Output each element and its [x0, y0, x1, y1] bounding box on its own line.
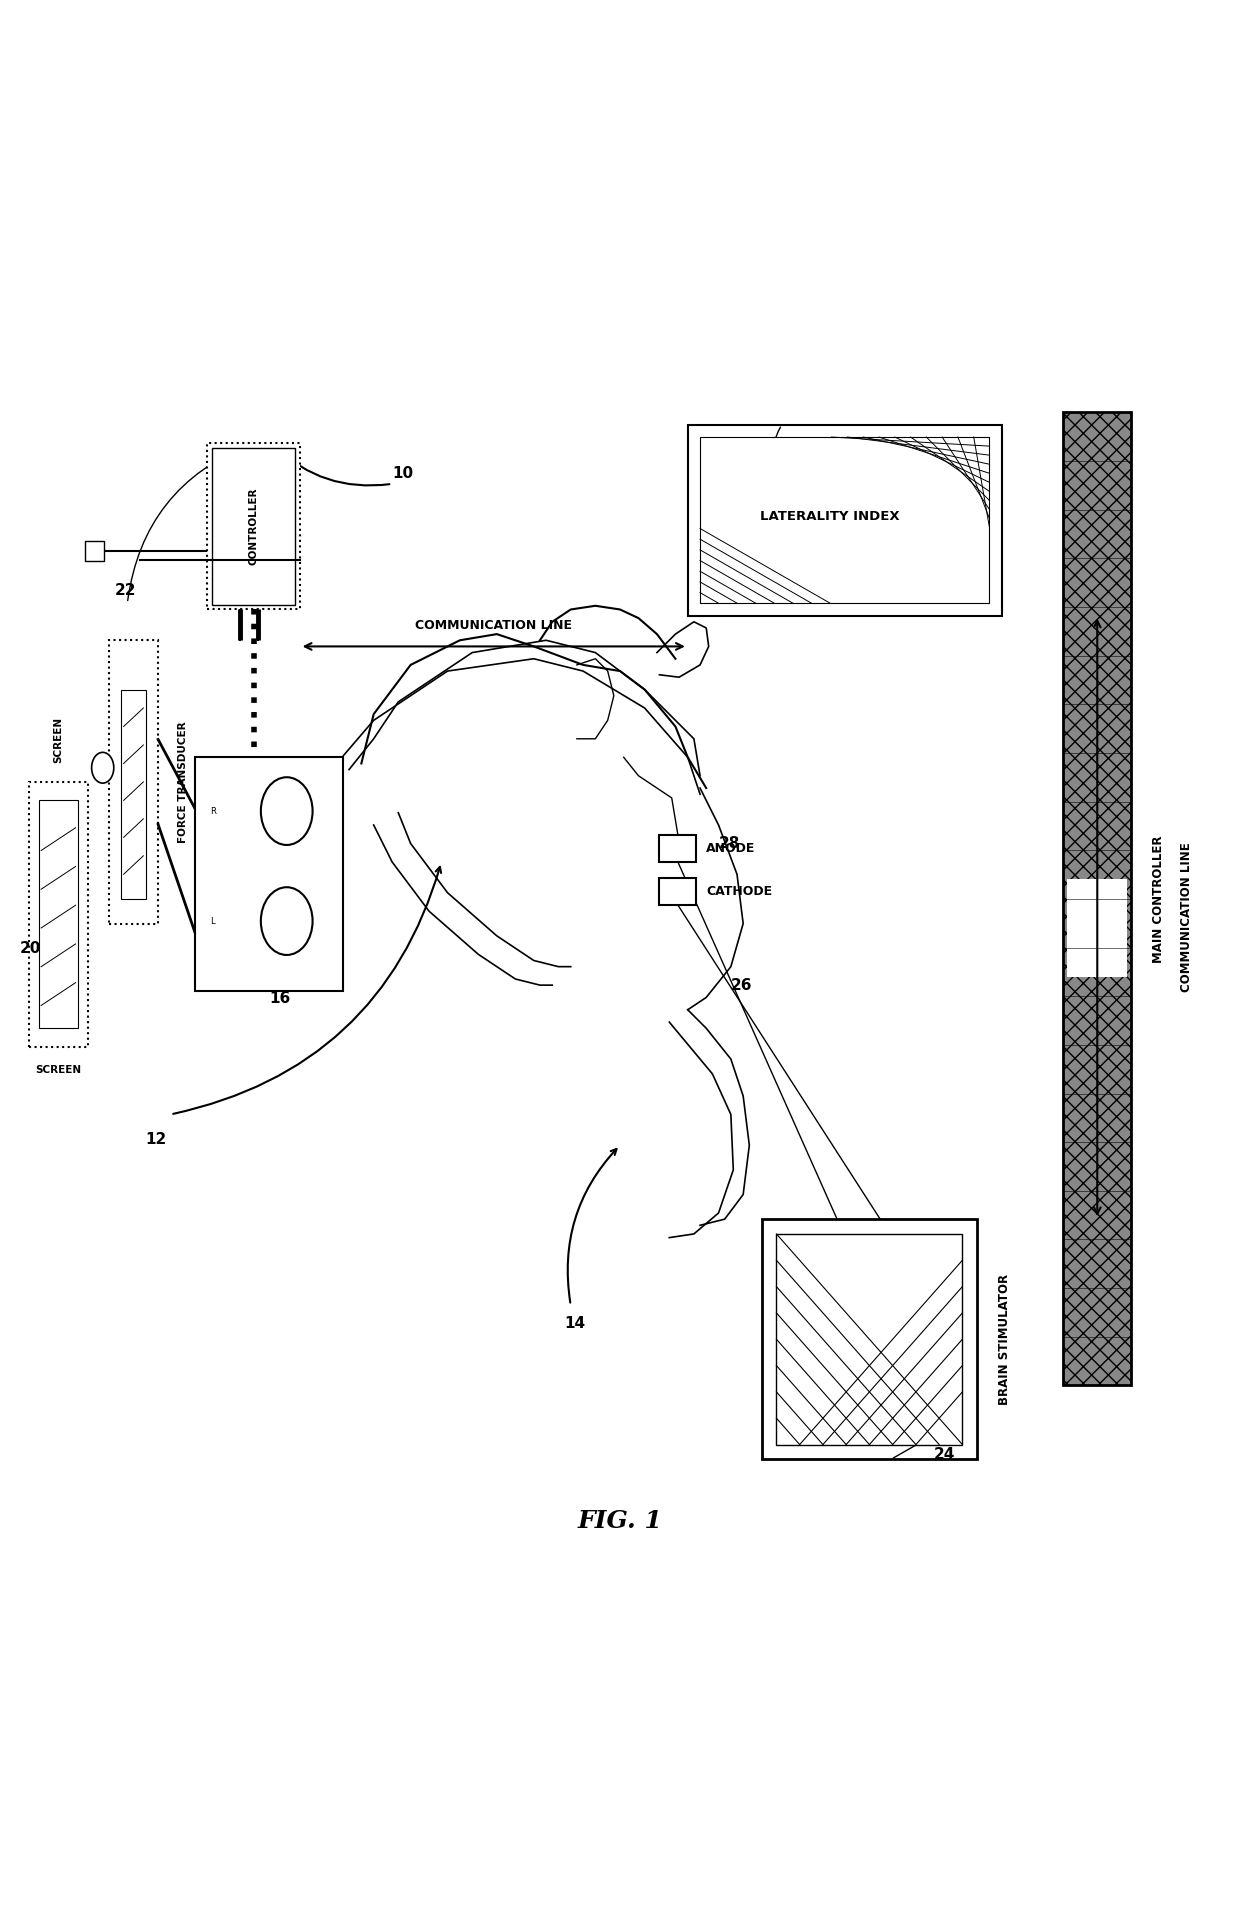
Text: 14: 14 — [564, 1316, 585, 1331]
FancyBboxPatch shape — [660, 836, 697, 863]
Text: LATERALITY INDEX: LATERALITY INDEX — [760, 511, 900, 523]
Text: COMMUNICATION LINE: COMMUNICATION LINE — [1180, 843, 1193, 993]
FancyBboxPatch shape — [86, 542, 104, 561]
Text: SCREEN: SCREEN — [53, 717, 63, 763]
FancyBboxPatch shape — [109, 640, 159, 924]
FancyBboxPatch shape — [660, 878, 697, 905]
FancyBboxPatch shape — [38, 801, 78, 1028]
Text: 30: 30 — [768, 448, 789, 463]
Text: BRAIN STIMULATOR: BRAIN STIMULATOR — [998, 1274, 1011, 1404]
Text: FIG. 1: FIG. 1 — [578, 1508, 662, 1533]
Text: 16: 16 — [269, 991, 290, 1007]
Text: R: R — [210, 807, 216, 816]
Ellipse shape — [92, 753, 114, 784]
FancyBboxPatch shape — [1068, 880, 1127, 976]
Ellipse shape — [260, 778, 312, 845]
Text: 10: 10 — [392, 467, 413, 482]
Text: SCREEN: SCREEN — [35, 1064, 82, 1076]
Text: 22: 22 — [115, 584, 136, 599]
Text: CATHODE: CATHODE — [707, 886, 773, 897]
FancyBboxPatch shape — [207, 444, 300, 609]
Text: 26: 26 — [730, 978, 753, 993]
Text: 28: 28 — [718, 836, 740, 851]
FancyBboxPatch shape — [122, 690, 146, 899]
FancyBboxPatch shape — [776, 1233, 962, 1445]
FancyBboxPatch shape — [195, 757, 343, 991]
Text: COMMUNICATION LINE: COMMUNICATION LINE — [415, 619, 572, 632]
FancyBboxPatch shape — [29, 782, 88, 1047]
Text: 12: 12 — [146, 1131, 167, 1147]
Text: CONTROLLER: CONTROLLER — [248, 488, 259, 565]
FancyBboxPatch shape — [701, 438, 990, 603]
Text: FORCE TRANSDUCER: FORCE TRANSDUCER — [177, 720, 187, 843]
FancyBboxPatch shape — [1064, 413, 1131, 1385]
FancyBboxPatch shape — [761, 1220, 977, 1460]
Text: 24: 24 — [934, 1447, 956, 1462]
Text: L: L — [211, 916, 215, 926]
Text: 18: 18 — [300, 941, 321, 955]
Text: 20: 20 — [20, 941, 41, 955]
Text: ANODE: ANODE — [707, 841, 755, 855]
FancyBboxPatch shape — [688, 425, 1002, 615]
Text: MAIN CONTROLLER: MAIN CONTROLLER — [1152, 836, 1164, 962]
FancyBboxPatch shape — [212, 448, 295, 605]
Ellipse shape — [260, 888, 312, 955]
